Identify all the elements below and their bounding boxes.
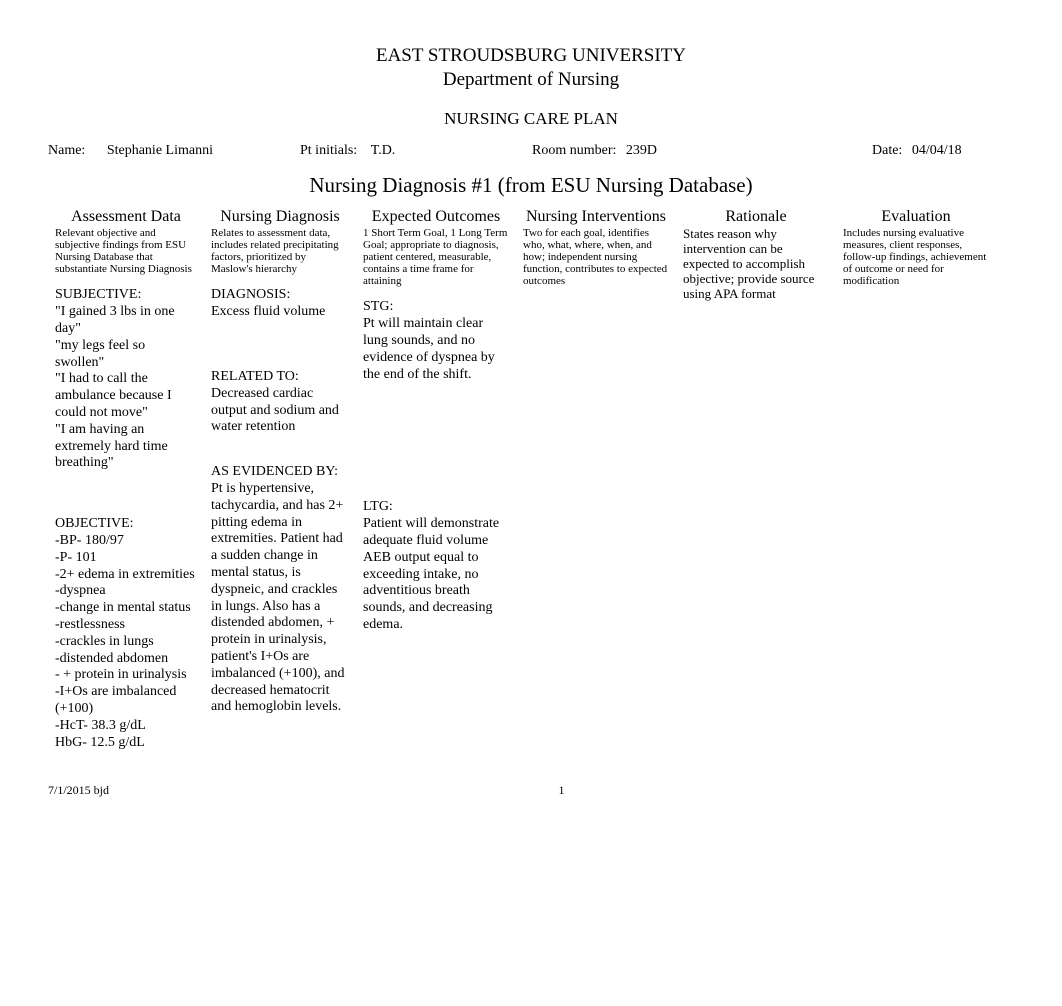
- info-date: Date: 04/04/18: [872, 143, 962, 159]
- name-label: Name:: [48, 143, 85, 158]
- room-label: Room number:: [532, 143, 616, 158]
- col-rationale: Rationale States reason why intervention…: [676, 208, 836, 765]
- col-nursing-diagnosis: Nursing Diagnosis Relates to assessment …: [204, 208, 356, 765]
- col-title: Evaluation: [843, 208, 989, 226]
- col-title: Assessment Data: [55, 208, 197, 226]
- page-number: 1: [559, 783, 565, 798]
- col-sub: Relates to assessment data, includes rel…: [211, 227, 349, 275]
- col-expected-outcomes: Expected Outcomes 1 Short Term Goal, 1 L…: [356, 208, 516, 765]
- info-row: Name: Stephanie Limanni Pt initials: T.D…: [48, 143, 1014, 159]
- list-item: -I+Os are imbalanced (+100): [55, 684, 197, 718]
- rt-block: RELATED TO: Decreased cardiac output and…: [211, 369, 349, 436]
- quote-line: "I gained 3 lbs in one day": [55, 304, 197, 338]
- dx-block: DIAGNOSIS: Excess fluid volume: [211, 287, 349, 321]
- initials-value: T.D.: [371, 143, 396, 158]
- aeb-text: Pt is hypertensive, tachycardia, and has…: [211, 481, 349, 716]
- col-sub: 1 Short Term Goal, 1 Long Term Goal; app…: [363, 227, 509, 287]
- ltg-text: Patient will demonstrate adequate fluid …: [363, 516, 509, 634]
- section-title: Nursing Diagnosis #1 (from ESU Nursing D…: [48, 173, 1014, 198]
- quote-line: "I am having an extremely hard time brea…: [55, 422, 197, 472]
- careplan-table: Assessment Data Relevant objective and s…: [48, 208, 1014, 765]
- col-assessment: Assessment Data Relevant objective and s…: [48, 208, 204, 765]
- aeb-block: AS EVIDENCED BY: Pt is hypertensive, tac…: [211, 464, 349, 716]
- dx-text: Excess fluid volume: [211, 304, 349, 321]
- list-item: HbG- 12.5 g/dL: [55, 735, 197, 752]
- stg-label: STG:: [363, 299, 509, 316]
- col-title: Nursing Diagnosis: [211, 208, 349, 226]
- footer-left: 7/1/2015 bjd: [48, 783, 109, 798]
- department-title: Department of Nursing: [48, 69, 1014, 91]
- dx-label: DIAGNOSIS:: [211, 287, 349, 304]
- list-item: - + protein in urinalysis: [55, 667, 197, 684]
- col-title: Expected Outcomes: [363, 208, 509, 226]
- objective-label: OBJECTIVE:: [55, 516, 197, 533]
- info-initials: Pt initials: T.D.: [300, 143, 532, 159]
- col-sub: Includes nursing evaluative measures, cl…: [843, 227, 989, 287]
- info-name: Name: Stephanie Limanni: [48, 143, 300, 159]
- name-value: Stephanie Limanni: [107, 143, 213, 158]
- university-title: EAST STROUDSBURG UNIVERSITY: [48, 45, 1014, 67]
- col-evaluation: Evaluation Includes nursing evaluative m…: [836, 208, 996, 765]
- rt-label: RELATED TO:: [211, 369, 349, 386]
- subjective-block: SUBJECTIVE: "I gained 3 lbs in one day" …: [55, 287, 197, 472]
- list-item: -distended abdomen: [55, 651, 197, 668]
- subjective-label: SUBJECTIVE:: [55, 287, 197, 304]
- ltg-label: LTG:: [363, 499, 509, 516]
- quote-line: "my legs feel so swollen": [55, 338, 197, 372]
- objective-block: OBJECTIVE: -BP- 180/97 -P- 101 -2+ edema…: [55, 516, 197, 751]
- info-room: Room number: 239D: [532, 143, 872, 159]
- rt-text: Decreased cardiac output and sodium and …: [211, 386, 349, 436]
- list-item: -crackles in lungs: [55, 634, 197, 651]
- room-value: 239D: [626, 143, 657, 158]
- stg-block: STG: Pt will maintain clear lung sounds,…: [363, 299, 509, 383]
- form-title: NURSING CARE PLAN: [48, 109, 1014, 129]
- list-item: -2+ edema in extremities: [55, 567, 197, 584]
- document: EAST STROUDSBURG UNIVERSITY Department o…: [48, 45, 1014, 798]
- col-sub: States reason why intervention can be ex…: [683, 227, 829, 302]
- list-item: -restlessness: [55, 617, 197, 634]
- list-item: -P- 101: [55, 550, 197, 567]
- col-nursing-interventions: Nursing Interventions Two for each goal,…: [516, 208, 676, 765]
- date-label: Date:: [872, 143, 902, 158]
- list-item: -change in mental status: [55, 600, 197, 617]
- ltg-block: LTG: Patient will demonstrate adequate f…: [363, 499, 509, 633]
- quote-line: "I had to call the ambulance because I c…: [55, 371, 197, 421]
- date-value: 04/04/18: [912, 143, 962, 158]
- list-item: -dyspnea: [55, 583, 197, 600]
- page-footer: 7/1/2015 bjd 1: [48, 783, 1014, 798]
- col-sub: Relevant objective and subjective findin…: [55, 227, 197, 275]
- list-item: -HcT- 38.3 g/dL: [55, 718, 197, 735]
- aeb-label: AS EVIDENCED BY:: [211, 464, 349, 481]
- initials-label: Pt initials:: [300, 143, 357, 158]
- stg-text: Pt will maintain clear lung sounds, and …: [363, 316, 509, 383]
- col-title: Rationale: [683, 208, 829, 226]
- list-item: -BP- 180/97: [55, 533, 197, 550]
- col-title: Nursing Interventions: [523, 208, 669, 226]
- col-sub: Two for each goal, identifies who, what,…: [523, 227, 669, 287]
